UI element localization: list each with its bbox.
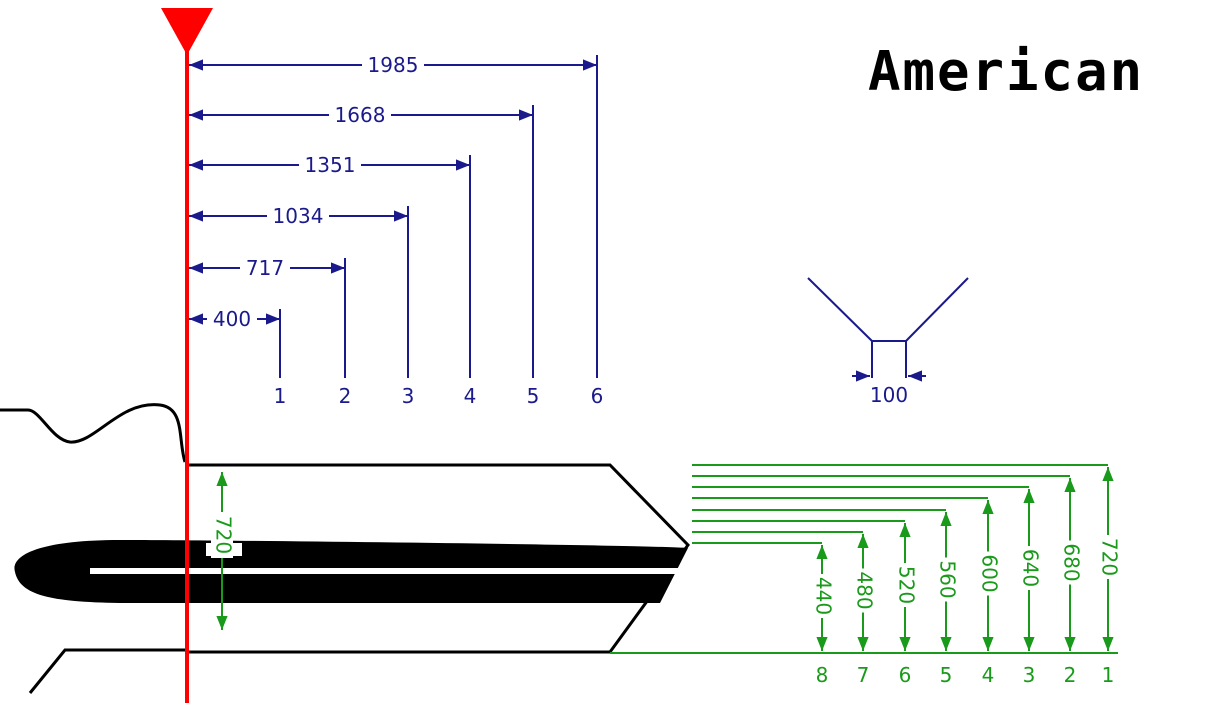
depth-label-8: 440 — [812, 577, 836, 615]
spacing-label-3: 1034 — [273, 204, 324, 228]
spacing-label-bg-4 — [299, 154, 361, 176]
depth-number-7: 7 — [857, 663, 870, 687]
blade-height-label-bg — [211, 512, 233, 558]
depth-label-2: 680 — [1060, 543, 1084, 581]
cut-number-3: 3 — [402, 384, 415, 408]
depth-number-2: 2 — [1064, 663, 1077, 687]
depth-number-5: 5 — [940, 663, 953, 687]
depth-number-6: 6 — [899, 663, 912, 687]
depth-label-bg-2 — [1060, 540, 1080, 585]
depth-label-7: 480 — [853, 571, 877, 609]
depth-label-5: 560 — [936, 560, 960, 598]
cut-number-6: 6 — [591, 384, 604, 408]
depth-label-1: 720 — [1098, 538, 1122, 576]
diagram-title: American — [868, 40, 1145, 103]
depth-number-3: 3 — [1023, 663, 1036, 687]
key-bow-outline — [0, 403, 187, 463]
depth-label-bg-7 — [853, 568, 873, 613]
shoulder-reference-triangle — [161, 8, 213, 55]
depth-label-6: 520 — [895, 566, 919, 604]
depth-label-bg-8 — [812, 574, 832, 618]
spacing-label-bg-1 — [207, 308, 257, 330]
depth-label-3: 640 — [1019, 549, 1043, 587]
spacing-label-6: 1985 — [368, 53, 419, 77]
spacing-label-bg-6 — [362, 54, 424, 76]
key-bow-lower-outline — [28, 648, 185, 694]
cut-number-4: 4 — [464, 384, 477, 408]
spacing-label-2: 717 — [246, 256, 284, 280]
blade-height-label: 720 — [212, 516, 236, 554]
spacing-label-4: 1351 — [305, 153, 356, 177]
spacing-label-5: 1668 — [335, 103, 386, 127]
cut-number-1: 1 — [274, 384, 287, 408]
depth-number-4: 4 — [982, 663, 995, 687]
cut-number-5: 5 — [527, 384, 540, 408]
depth-label-bg-6 — [895, 563, 915, 607]
tip-cone — [807, 277, 969, 378]
depth-number-1: 1 — [1102, 663, 1115, 687]
depth-label-4: 600 — [978, 554, 1002, 592]
depth-label-bg-5 — [936, 557, 956, 602]
depth-label-bg-1 — [1098, 535, 1118, 579]
depth-label-bg-4 — [978, 551, 998, 596]
tip-width-label: 100 — [870, 383, 908, 407]
spacing-label-bg-5 — [329, 104, 391, 126]
spacing-label-1: 400 — [213, 307, 251, 331]
blade-outline — [185, 463, 690, 654]
cut-number-2: 2 — [339, 384, 352, 408]
spacing-label-bg-3 — [267, 205, 329, 227]
depth-label-bg-3 — [1019, 546, 1039, 590]
depth-number-8: 8 — [816, 663, 829, 687]
spacing-label-bg-2 — [240, 257, 290, 279]
